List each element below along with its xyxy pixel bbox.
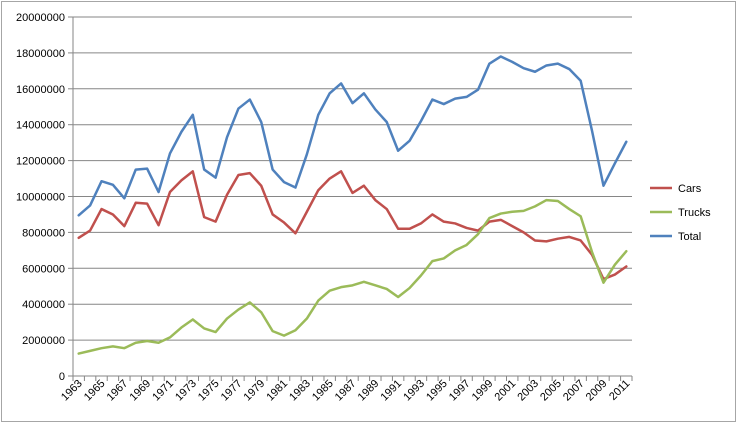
x-tick-label: 1969 xyxy=(127,378,153,404)
x-tick-label: 1977 xyxy=(219,378,245,404)
legend-label-trucks: Trucks xyxy=(678,207,711,219)
y-tick-label: 14000000 xyxy=(16,120,65,132)
x-tick-label: 1989 xyxy=(356,378,382,404)
series-line-trucks xyxy=(77,198,628,355)
x-tick-label: 2003 xyxy=(515,378,541,404)
x-tick-label: 1993 xyxy=(401,378,427,404)
y-tick-label: 12000000 xyxy=(16,156,65,168)
x-axis-tick-labels: 1963196519671969197119731975197719791981… xyxy=(59,378,632,404)
axes xyxy=(68,16,633,381)
y-tick-label: 6000000 xyxy=(22,263,65,275)
y-tick-label: 20000000 xyxy=(16,12,65,24)
x-tick-label: 1971 xyxy=(150,378,176,404)
y-tick-label: 16000000 xyxy=(16,84,65,96)
x-tick-label: 2005 xyxy=(538,378,564,404)
x-tick-label: 1975 xyxy=(196,378,222,404)
series-line-cars xyxy=(77,170,628,281)
y-axis-tick-labels: 0 2000000 4000000 6000000 8000000 10000000 120… xyxy=(16,12,65,383)
y-tick-label: 0 xyxy=(59,371,65,383)
y-tick-label: 2000000 xyxy=(22,335,65,347)
y-tick-label: 8000000 xyxy=(22,227,65,239)
x-tick-label: 1987 xyxy=(333,378,359,404)
x-tick-label: 1965 xyxy=(82,378,108,404)
y-tick-label: 10000000 xyxy=(16,192,65,204)
x-tick-label: 2001 xyxy=(493,378,519,404)
x-tick-label: 1981 xyxy=(264,378,290,404)
x-tick-label: 2007 xyxy=(561,378,587,404)
y-tick-label: 18000000 xyxy=(16,48,65,60)
x-tick-label: 1973 xyxy=(173,378,199,404)
x-tick-label: 1997 xyxy=(447,378,473,404)
x-tick-label: 1999 xyxy=(470,378,496,404)
x-tick-label: 2009 xyxy=(584,378,610,404)
series-line-total xyxy=(77,55,628,217)
y-tick-label: 4000000 xyxy=(22,299,65,311)
legend-label-cars: Cars xyxy=(678,183,702,195)
x-tick-label: 1979 xyxy=(242,378,268,404)
x-tick-label: 1985 xyxy=(310,378,336,404)
x-tick-label: 1991 xyxy=(378,378,404,404)
legend: Cars Trucks Total xyxy=(650,183,711,243)
x-tick-label: 1983 xyxy=(287,378,313,404)
x-tick-label: 1967 xyxy=(105,378,131,404)
x-tick-label: 1995 xyxy=(424,378,450,404)
legend-label-total: Total xyxy=(678,231,701,243)
x-tick-label: 2011 xyxy=(607,378,632,403)
series-lines xyxy=(77,55,628,355)
